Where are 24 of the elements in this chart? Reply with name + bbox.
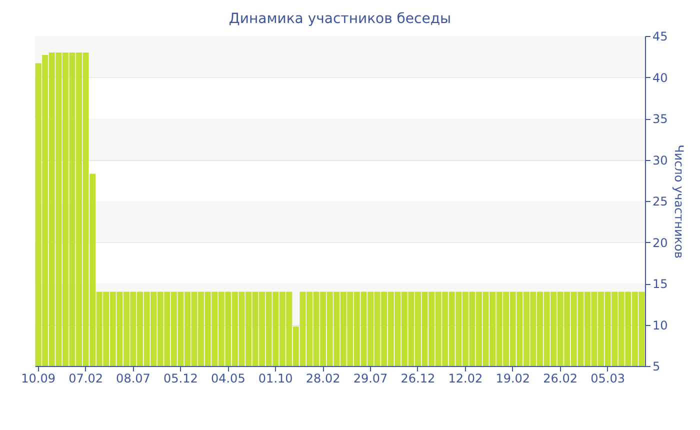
x-tick-label: 05.03 <box>590 372 625 386</box>
x-tick-label: 19.02 <box>496 372 530 386</box>
x-tick-label: 08.07 <box>116 372 150 386</box>
x-tick-label: 07.02 <box>68 372 103 386</box>
x-tick-label: 28.02 <box>306 372 340 386</box>
x-tick-label: 10.09 <box>21 372 56 386</box>
y-tick-label: 40 <box>652 70 668 85</box>
y-tick-label: 5 <box>652 360 660 374</box>
y-tick-label: 45 <box>652 30 668 44</box>
y-tick-label: 20 <box>652 236 668 250</box>
x-tick-label: 04.05 <box>210 372 246 386</box>
x-tick-label: 01.10 <box>258 372 293 386</box>
x-tick-label: 26.02 <box>543 372 578 386</box>
y-tick-label: 30 <box>652 153 668 168</box>
x-tick-label: 05.12 <box>164 372 198 386</box>
y-tick-label: 15 <box>652 277 668 291</box>
y-tick-label: 10 <box>652 318 668 332</box>
x-tick-label: 12.02 <box>448 372 483 386</box>
y-axis-title: Число участников <box>672 144 686 258</box>
y-tick-label: 25 <box>652 194 668 208</box>
x-tick-label: 29.07 <box>353 372 388 386</box>
chart-title: Динамика участников беседы <box>228 11 452 27</box>
x-tick-label: 26.12 <box>400 372 436 386</box>
y-tick-label: 35 <box>652 112 668 126</box>
